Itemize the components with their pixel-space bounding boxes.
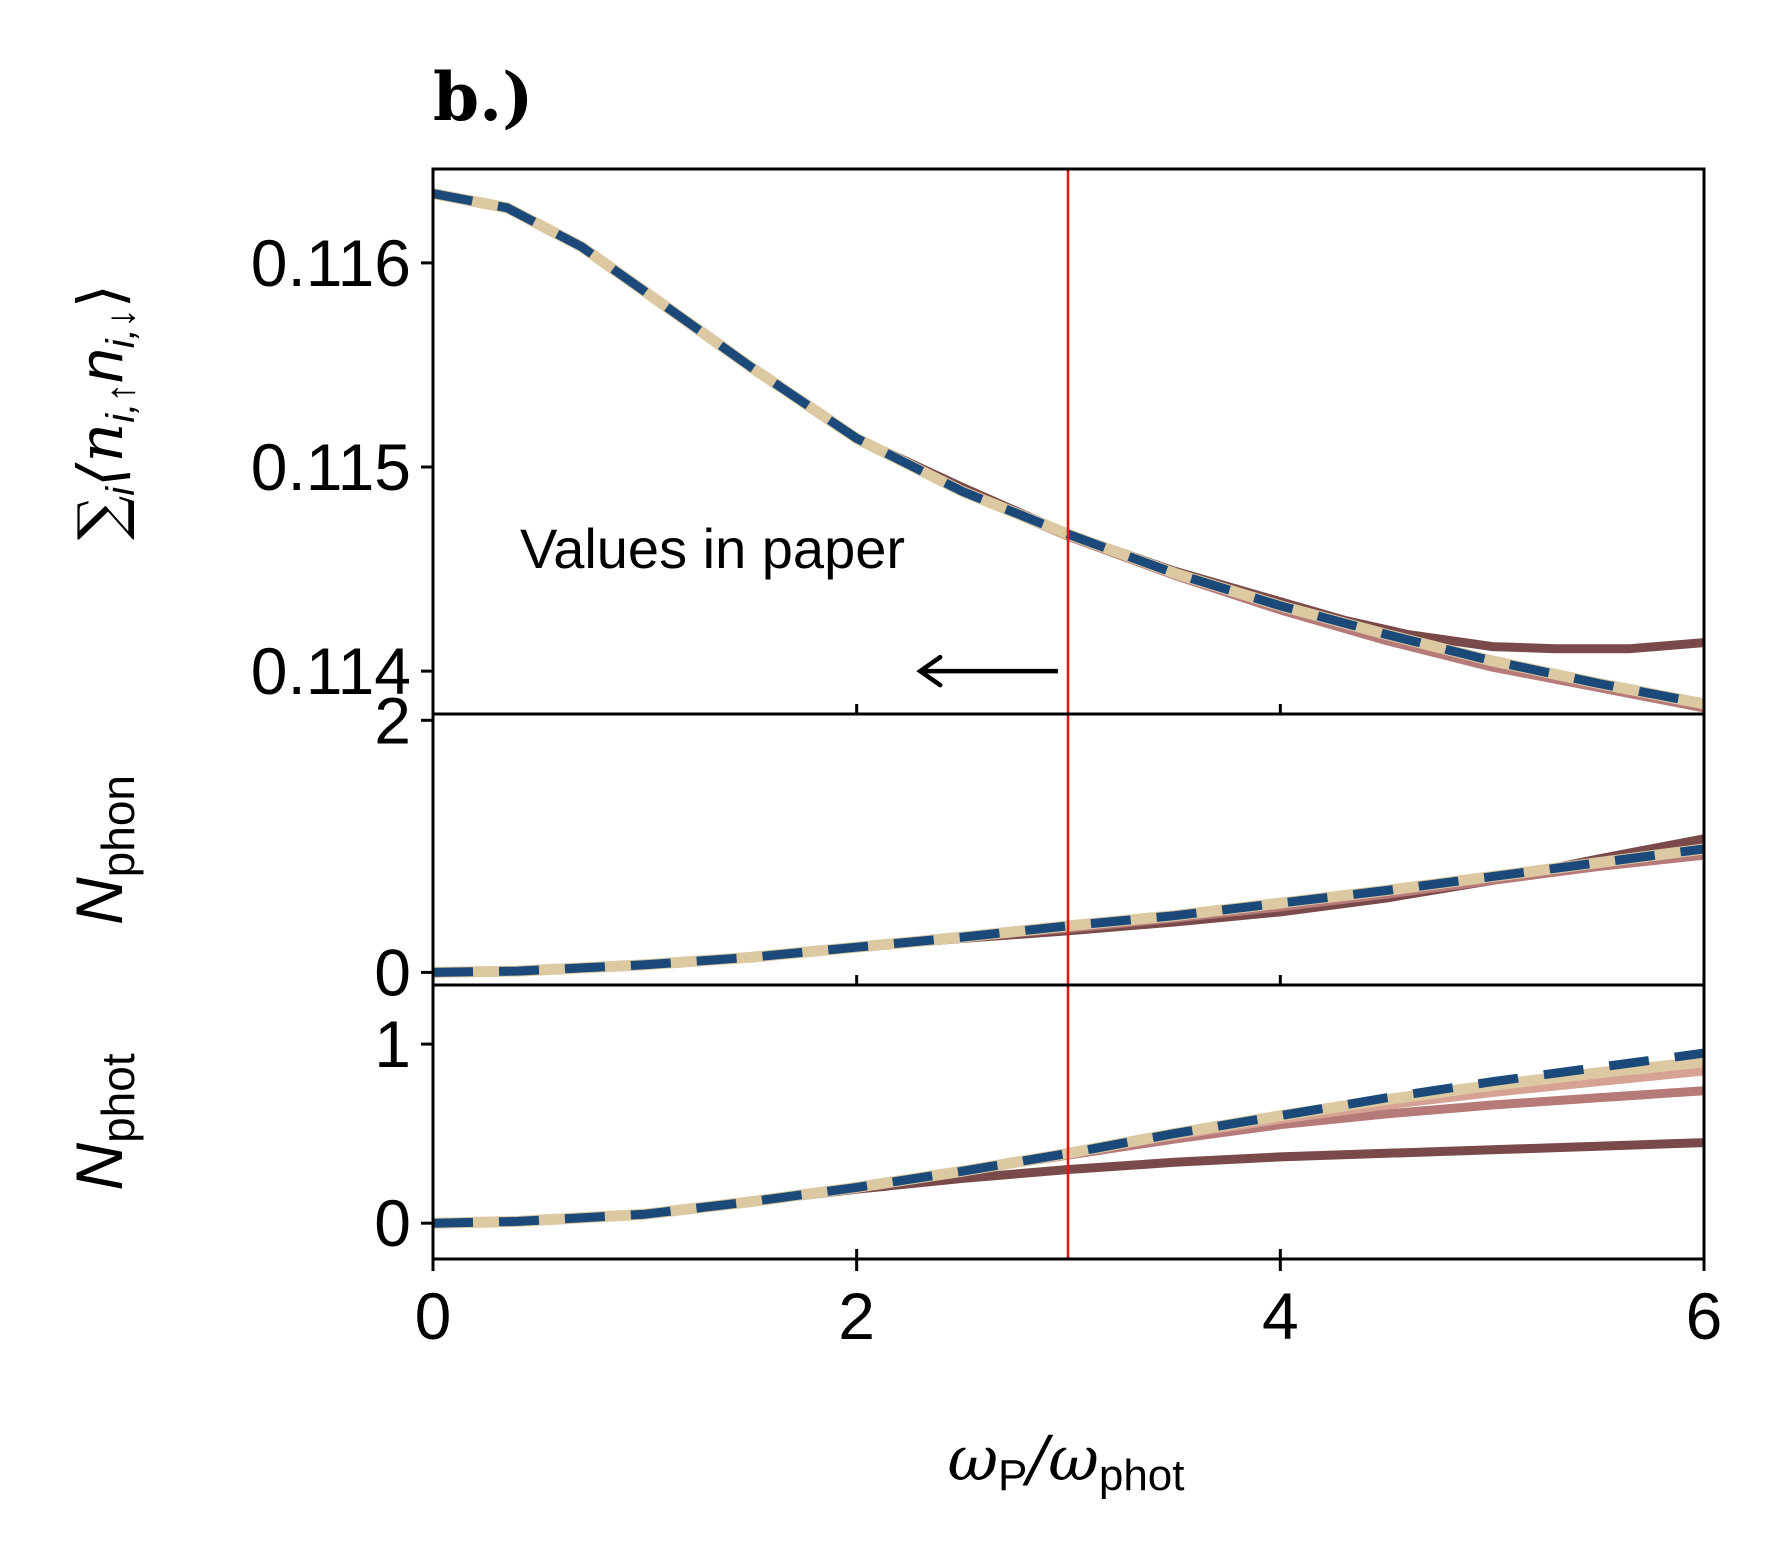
y-axis-label-middle: Nphon	[62, 775, 144, 925]
annotation-text: Values in paper	[520, 517, 905, 580]
xtick-label: 4	[1262, 1279, 1299, 1353]
ytick-label-top: 0.114	[251, 634, 411, 708]
ytick-label-top: 0.116	[251, 226, 411, 300]
y-mid-sub: phon	[92, 775, 144, 877]
ytick-label-bottom: 1	[374, 1007, 411, 1081]
series-line-middle-dashed	[433, 844, 1704, 977]
y-top-mid: n	[67, 348, 136, 382]
annotation-arrow	[916, 654, 1058, 688]
y-bot-sub: phot	[92, 1053, 144, 1143]
x-label-sub-phot: phot	[1099, 1451, 1185, 1500]
ytick-label-bottom: 0	[374, 1186, 411, 1260]
arrow-head	[916, 654, 943, 688]
y-axis-label-top: ∑i⟨ni,↑ni,↓⟩	[64, 284, 143, 540]
x-axis-label: ωP/ωphot	[947, 1422, 1184, 1500]
y-axis-label-bottom: Nphot	[62, 1053, 144, 1190]
frame-bottom	[431, 983, 1706, 1261]
y-top-sum: ∑	[64, 496, 137, 540]
xtick-label: 0	[415, 1279, 452, 1353]
ytick-label-middle: 0	[374, 935, 411, 1009]
y-mid-main: N	[62, 877, 136, 925]
panel-label: b.)	[433, 58, 533, 136]
y-top-sub-b: i,↓	[99, 308, 143, 348]
ytick-label-middle: 2	[374, 683, 411, 757]
y-top-sub-i: i	[99, 486, 143, 496]
series-line-bottom-dashed	[433, 1048, 1704, 1228]
y-top-sub-a: i,↑	[99, 383, 143, 423]
plot-area-top	[433, 188, 1704, 713]
y-top-close: ⟩	[64, 284, 137, 308]
x-label-sub-p: P	[998, 1451, 1027, 1500]
xtick-label: 6	[1686, 1279, 1723, 1353]
y-top-body: ⟨n	[64, 423, 137, 487]
x-label-sep: /ω	[1022, 1422, 1098, 1495]
y-bot-main: N	[62, 1143, 136, 1191]
ytick-label-top: 0.115	[251, 430, 411, 504]
xtick-label: 2	[838, 1279, 875, 1353]
x-label-omega: ω	[947, 1422, 998, 1495]
series-line-top-dashed	[433, 189, 1704, 709]
